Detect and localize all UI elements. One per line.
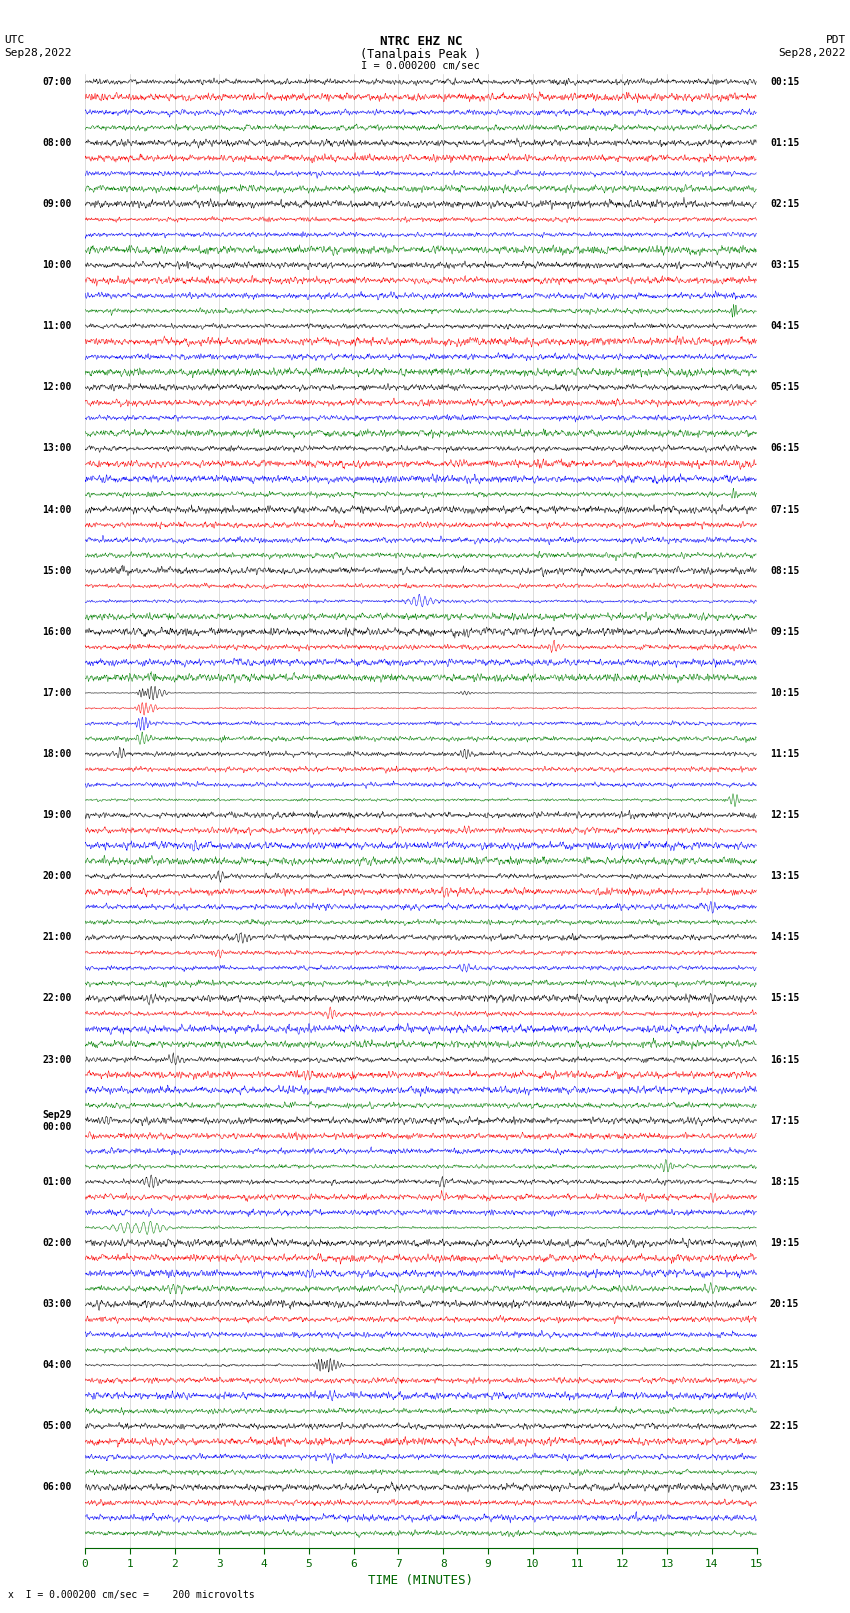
Text: 17:15: 17:15 (770, 1116, 799, 1126)
Text: 20:00: 20:00 (42, 871, 71, 881)
Text: 07:00: 07:00 (42, 77, 71, 87)
Text: 05:15: 05:15 (770, 382, 799, 392)
Text: 17:00: 17:00 (42, 687, 71, 698)
Text: 04:15: 04:15 (770, 321, 799, 331)
Text: 22:15: 22:15 (770, 1421, 799, 1431)
Text: (Tanalpais Peak ): (Tanalpais Peak ) (360, 48, 481, 61)
Text: 04:00: 04:00 (42, 1360, 71, 1369)
Text: x  I = 0.000200 cm/sec =    200 microvolts: x I = 0.000200 cm/sec = 200 microvolts (8, 1590, 255, 1600)
Text: Sep29
00:00: Sep29 00:00 (42, 1110, 71, 1131)
Text: 19:00: 19:00 (42, 810, 71, 819)
Text: 02:00: 02:00 (42, 1237, 71, 1248)
Text: 06:15: 06:15 (770, 444, 799, 453)
Text: 14:00: 14:00 (42, 505, 71, 515)
Text: 01:00: 01:00 (42, 1177, 71, 1187)
Text: UTC: UTC (4, 35, 25, 45)
Text: 06:00: 06:00 (42, 1482, 71, 1492)
Text: 23:00: 23:00 (42, 1055, 71, 1065)
Text: 03:15: 03:15 (770, 260, 799, 269)
Text: 14:15: 14:15 (770, 932, 799, 942)
Text: 15:00: 15:00 (42, 566, 71, 576)
Text: 11:00: 11:00 (42, 321, 71, 331)
Text: 03:00: 03:00 (42, 1298, 71, 1310)
Text: 12:00: 12:00 (42, 382, 71, 392)
Text: 19:15: 19:15 (770, 1237, 799, 1248)
X-axis label: TIME (MINUTES): TIME (MINUTES) (368, 1574, 473, 1587)
Text: 12:15: 12:15 (770, 810, 799, 819)
Text: Sep28,2022: Sep28,2022 (779, 48, 846, 58)
Text: Sep28,2022: Sep28,2022 (4, 48, 71, 58)
Text: 21:00: 21:00 (42, 932, 71, 942)
Text: 10:15: 10:15 (770, 687, 799, 698)
Text: 13:00: 13:00 (42, 444, 71, 453)
Text: 07:15: 07:15 (770, 505, 799, 515)
Text: 01:15: 01:15 (770, 139, 799, 148)
Text: 00:15: 00:15 (770, 77, 799, 87)
Text: 08:15: 08:15 (770, 566, 799, 576)
Text: 18:15: 18:15 (770, 1177, 799, 1187)
Text: PDT: PDT (825, 35, 846, 45)
Text: I = 0.000200 cm/sec: I = 0.000200 cm/sec (361, 61, 480, 71)
Text: 11:15: 11:15 (770, 748, 799, 760)
Text: 16:15: 16:15 (770, 1055, 799, 1065)
Text: 15:15: 15:15 (770, 994, 799, 1003)
Text: 16:00: 16:00 (42, 627, 71, 637)
Text: 09:00: 09:00 (42, 198, 71, 210)
Text: 20:15: 20:15 (770, 1298, 799, 1310)
Text: 05:00: 05:00 (42, 1421, 71, 1431)
Text: 21:15: 21:15 (770, 1360, 799, 1369)
Text: 22:00: 22:00 (42, 994, 71, 1003)
Text: 09:15: 09:15 (770, 627, 799, 637)
Text: 23:15: 23:15 (770, 1482, 799, 1492)
Text: 08:00: 08:00 (42, 139, 71, 148)
Text: 13:15: 13:15 (770, 871, 799, 881)
Text: 18:00: 18:00 (42, 748, 71, 760)
Text: 02:15: 02:15 (770, 198, 799, 210)
Text: 10:00: 10:00 (42, 260, 71, 269)
Text: NTRC EHZ NC: NTRC EHZ NC (379, 35, 462, 48)
